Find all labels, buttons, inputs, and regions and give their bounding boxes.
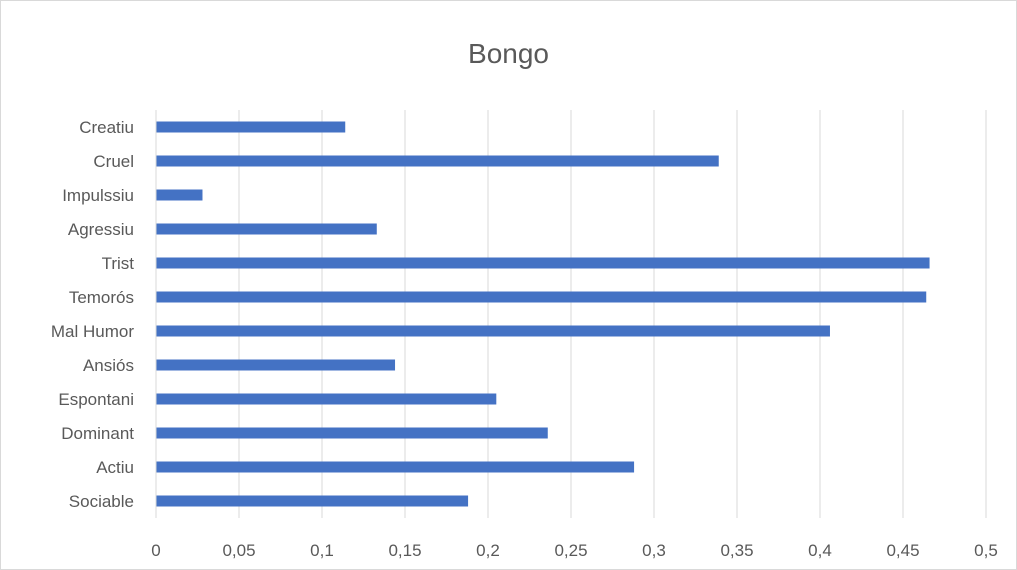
x-tick-label: 0,5	[974, 541, 998, 560]
bar	[156, 223, 377, 235]
y-tick-label: Espontani	[58, 390, 134, 409]
y-tick-label: Mal Humor	[51, 322, 134, 341]
bar	[156, 257, 930, 269]
x-tick-label: 0,4	[808, 541, 832, 560]
bar	[156, 461, 635, 473]
x-tick-label: 0,1	[310, 541, 334, 560]
y-tick-label: Temorós	[69, 288, 134, 307]
bar	[156, 291, 927, 303]
y-tick-label: Cruel	[93, 152, 134, 171]
bar	[156, 155, 719, 167]
bar	[156, 359, 396, 371]
y-tick-label: Ansiós	[83, 356, 134, 375]
y-tick-label: Creatiu	[79, 118, 134, 137]
bar	[156, 427, 548, 439]
y-tick-label: Dominant	[61, 424, 134, 443]
chart-title: Bongo	[468, 38, 549, 69]
x-tick-label: 0	[151, 541, 160, 560]
x-tick-label: 0,3	[642, 541, 666, 560]
bar	[156, 495, 469, 507]
x-tick-label: 0,25	[554, 541, 587, 560]
y-tick-label: Agressiu	[68, 220, 134, 239]
x-tick-label: 0,35	[720, 541, 753, 560]
y-tick-label: Impulssiu	[62, 186, 134, 205]
y-tick-label: Trist	[102, 254, 135, 273]
y-tick-label: Sociable	[69, 492, 134, 511]
y-tick-label: Actiu	[96, 458, 134, 477]
x-tick-label: 0,05	[222, 541, 255, 560]
x-tick-label: 0,15	[388, 541, 421, 560]
bar	[156, 325, 830, 337]
bar	[156, 189, 203, 201]
x-tick-label: 0,45	[886, 541, 919, 560]
bar	[156, 393, 497, 405]
x-tick-label: 0,2	[476, 541, 500, 560]
bar	[156, 121, 346, 133]
